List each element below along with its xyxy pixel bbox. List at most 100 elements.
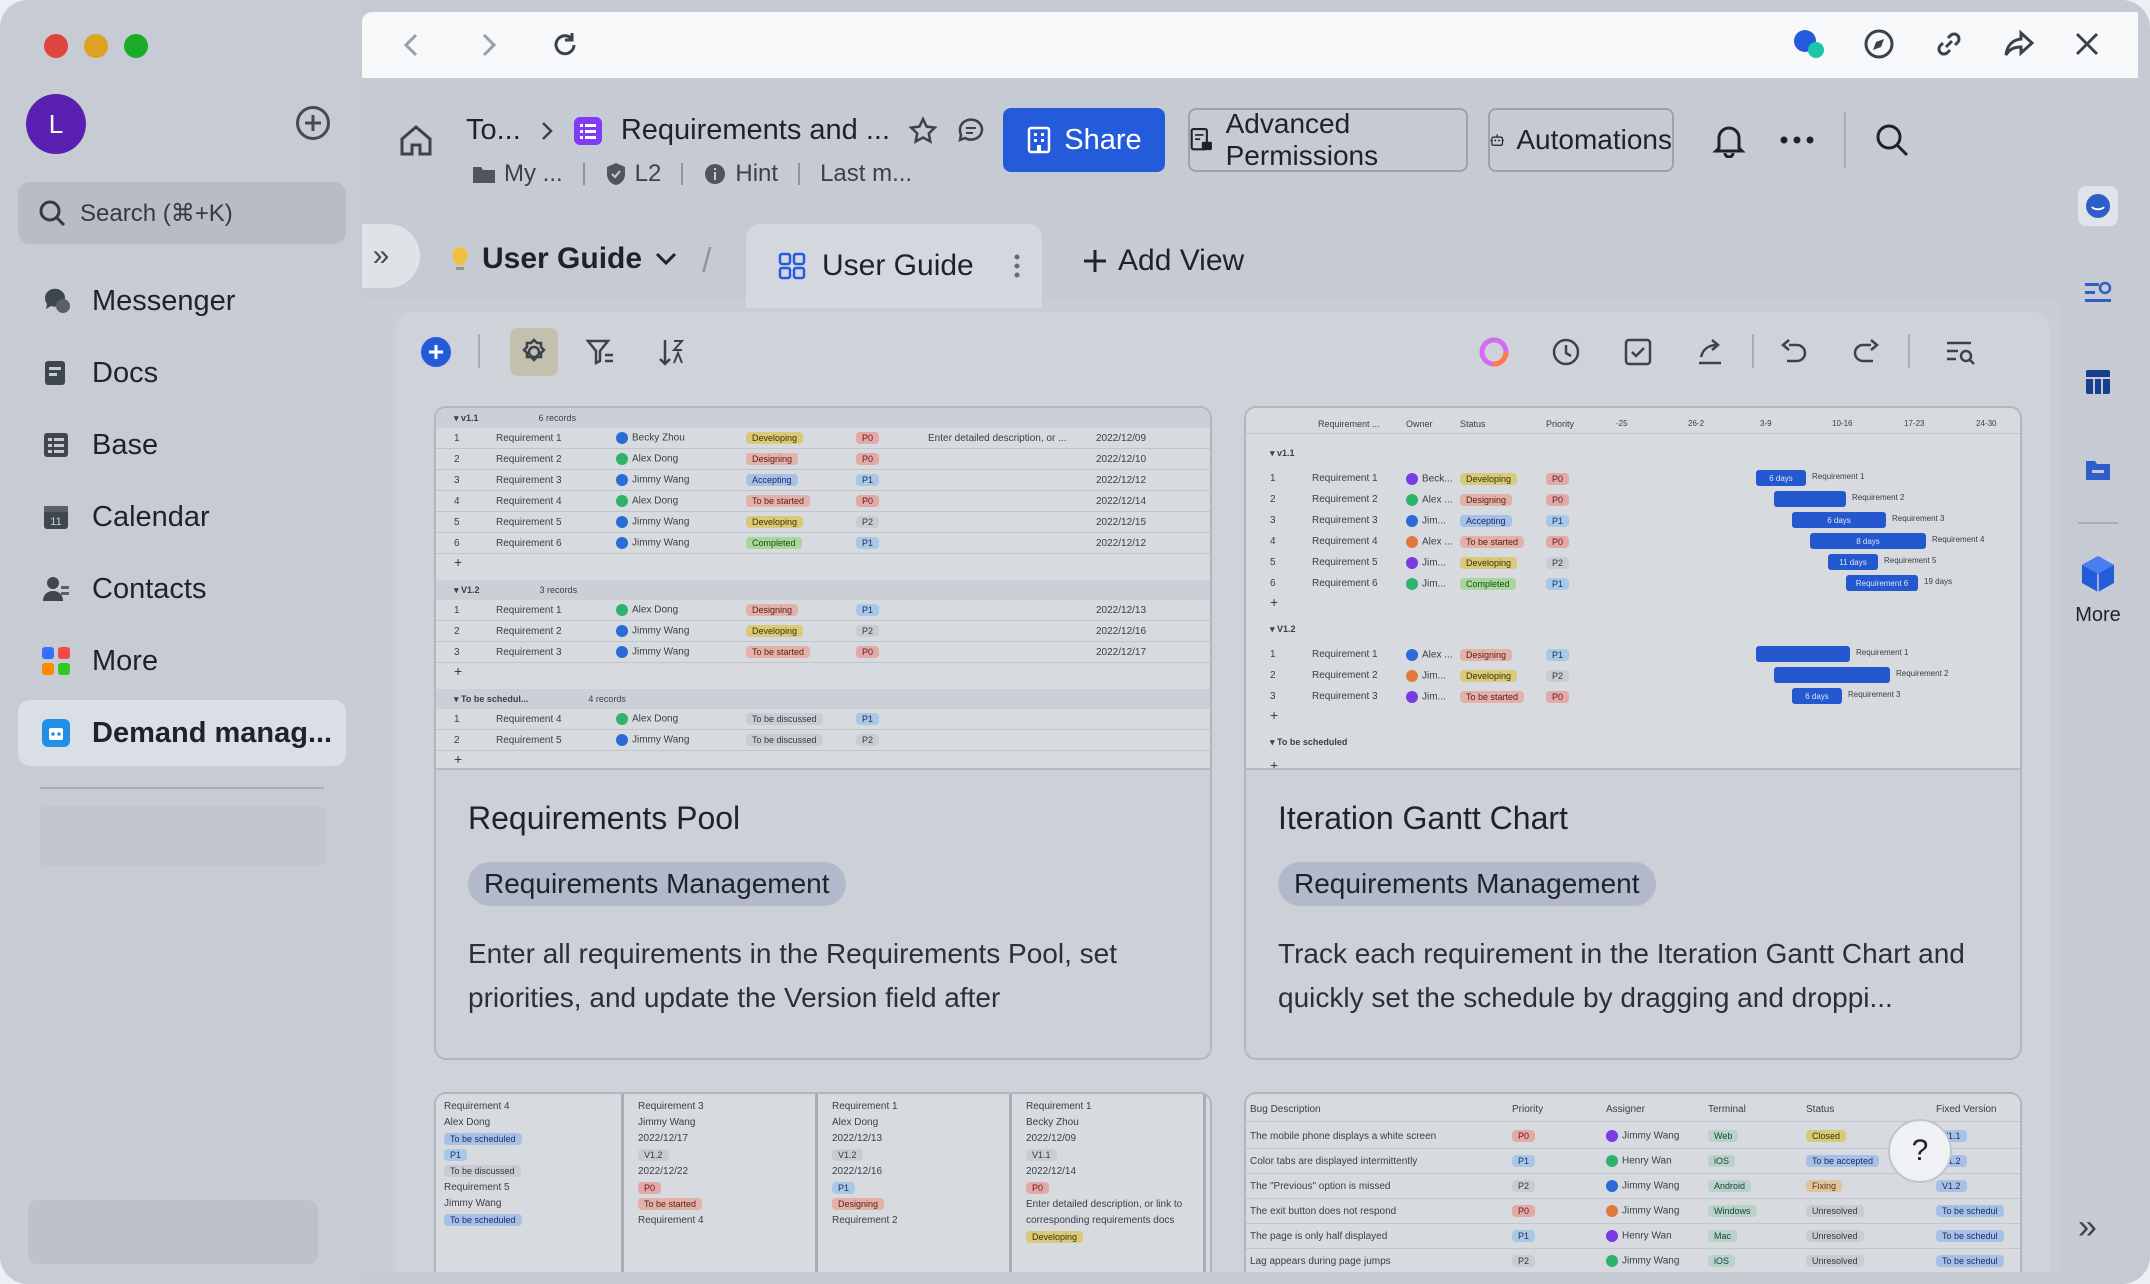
assigner: Henry Wan <box>1606 1230 1672 1242</box>
hint-meta[interactable]: Hint <box>703 160 778 188</box>
link-icon[interactable] <box>1932 27 1966 61</box>
help-button[interactable]: ? <box>1888 1119 1952 1183</box>
sort-button[interactable] <box>652 332 692 372</box>
automations-button[interactable]: Automations <box>1488 108 1674 172</box>
ai-assistant-button[interactable] <box>1474 332 1514 372</box>
folder-button[interactable] <box>2078 450 2118 490</box>
card-bug-table-preview[interactable]: Bug Description Priority Assigner Terminal S… <box>1244 1092 2022 1272</box>
share-button[interactable]: Share <box>1003 108 1165 172</box>
kanban-badge: P1 <box>444 1149 468 1161</box>
advanced-permissions-button[interactable]: Advanced Permissions <box>1188 108 1468 172</box>
find-button[interactable] <box>1940 332 1980 372</box>
close-window-button[interactable] <box>44 34 68 58</box>
redo-button[interactable] <box>1846 332 1886 372</box>
reload-icon[interactable] <box>550 30 580 60</box>
automations-label: Automations <box>1516 124 1672 155</box>
priority-badge: P0 <box>856 453 880 465</box>
form-button[interactable] <box>1618 332 1658 372</box>
location-meta[interactable]: My ... <box>472 160 563 188</box>
row-date: 2022/12/14 <box>1096 495 1147 507</box>
table-row: 2 Requirement 2 Alex ... Designing P0 <box>1246 489 1606 510</box>
close-icon[interactable] <box>2072 29 2102 59</box>
assigner: Jimmy Wang <box>1606 1255 1679 1267</box>
card-title: Requirements Pool <box>468 800 741 836</box>
search-box[interactable]: Search (⌘+K) <box>18 182 346 244</box>
priority-badge: P2 <box>856 734 880 746</box>
bell-icon[interactable] <box>1712 122 1746 158</box>
search-icon[interactable] <box>1874 122 1910 158</box>
sidebar-item-base[interactable]: Base <box>18 412 346 478</box>
forward-share-icon[interactable] <box>2002 27 2036 61</box>
robot-icon <box>1490 134 1504 146</box>
create-new-icon[interactable] <box>296 106 330 140</box>
settings-button[interactable] <box>510 328 558 376</box>
minimize-window-button[interactable] <box>84 34 108 58</box>
export-button[interactable] <box>1690 332 1730 372</box>
filter-button[interactable] <box>580 332 620 372</box>
history-button[interactable] <box>1546 332 1586 372</box>
row-owner: Jimmy Wang <box>616 646 689 658</box>
sidebar-item-calendar[interactable]: 11 Calendar <box>18 484 346 550</box>
sidebar-item-contacts[interactable]: Contacts <box>18 556 346 622</box>
more-plugins-button[interactable] <box>2078 554 2118 594</box>
add-view-button[interactable]: Add View <box>1082 244 1244 278</box>
breadcrumb-parent[interactable]: To... <box>466 114 521 146</box>
search-records-button[interactable] <box>2078 274 2118 314</box>
chat-assistant-button[interactable] <box>2078 186 2118 226</box>
status-badge: Completed <box>1460 577 1516 590</box>
card-iteration-gantt[interactable]: Requirement ... Owner Status Priority -25 26-… <box>1244 406 2022 1060</box>
more-options-icon[interactable] <box>1780 136 1814 144</box>
priority-badge: P0 <box>856 432 880 444</box>
terminal-badge: Android <box>1708 1180 1752 1192</box>
tab-menu-icon[interactable] <box>1014 254 1020 278</box>
priority-badge: P0 <box>1546 472 1570 485</box>
star-icon[interactable] <box>908 115 938 146</box>
back-icon[interactable] <box>398 31 426 59</box>
row-title: Requirement 2 <box>1312 670 1378 681</box>
gantt-bar-label: Requirement 5 <box>1884 556 1937 565</box>
table-view-button[interactable] <box>2078 362 2118 402</box>
add-row-icon: + <box>454 751 463 767</box>
compass-icon[interactable] <box>1862 27 1896 61</box>
sidebar-item-demand-management[interactable]: Demand manag... <box>18 700 346 766</box>
card-kanban-preview[interactable]: Requirement 4 Alex Dong To be scheduled P1 T… <box>434 1092 1212 1272</box>
comment-icon[interactable] <box>956 116 986 146</box>
row-index: 6 <box>1270 578 1276 589</box>
column-header: Fixed Version <box>1936 1104 1997 1115</box>
chat-bubble-icon[interactable] <box>1790 26 1826 62</box>
row-title: Requirement 2 <box>496 625 562 637</box>
status-badge: Designing <box>746 453 799 465</box>
toolbar-divider <box>1752 334 1754 368</box>
collapse-right-panel-icon[interactable]: » <box>2078 1208 2097 1246</box>
card-requirements-pool[interactable]: ▾ v1.1 6 records 1 Requirement 1 Becky Zhou D… <box>434 406 1212 1060</box>
doc-title[interactable]: Requirements and ... <box>620 114 891 146</box>
avatar <box>616 625 628 637</box>
meta-divider <box>582 163 585 185</box>
forward-icon[interactable] <box>474 31 502 59</box>
tab-user-guide[interactable]: User Guide <box>746 224 1042 308</box>
view-group-label: User Guide <box>482 242 643 275</box>
undo-button[interactable] <box>1774 332 1814 372</box>
view-group-selector[interactable]: User Guide <box>450 242 678 276</box>
home-icon[interactable] <box>398 122 434 158</box>
chevron-down-icon <box>656 252 677 266</box>
owner-name: Alex Dong <box>632 713 679 725</box>
sidebar-item-messenger[interactable]: Messenger <box>18 268 346 334</box>
assigner: Jimmy Wang <box>1606 1180 1679 1192</box>
gantt-thumbnail: Requirement ... Owner Status Priority -25 26-… <box>1246 408 2020 770</box>
security-level-meta[interactable]: L2 <box>605 160 661 188</box>
user-avatar[interactable]: L <box>26 94 86 154</box>
priority-badge: P2 <box>1546 669 1570 682</box>
sidebar-item-more[interactable]: More <box>18 628 346 694</box>
zoom-window-button[interactable] <box>124 34 148 58</box>
expand-sidebar-button[interactable]: » <box>362 224 420 288</box>
search-icon <box>39 200 66 227</box>
last-modified-meta[interactable]: Last m... <box>820 160 912 188</box>
sidebar-item-docs[interactable]: Docs <box>18 340 346 406</box>
column-header: Status <box>1806 1104 1835 1115</box>
kanban-item-text: 2022/12/22 <box>638 1166 689 1177</box>
row-title: Requirement 5 <box>1312 557 1378 568</box>
row-index: 3 <box>454 646 460 658</box>
add-record-button[interactable] <box>416 332 456 372</box>
status-badge: Accepting <box>746 474 798 486</box>
